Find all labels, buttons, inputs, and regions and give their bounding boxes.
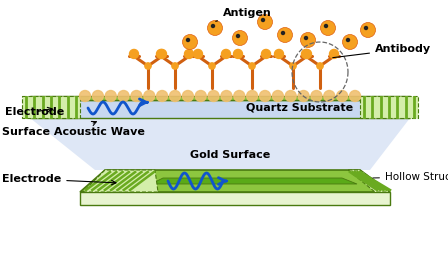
Circle shape — [324, 91, 335, 101]
Circle shape — [207, 20, 223, 36]
Circle shape — [329, 50, 339, 59]
Text: Antigen: Antigen — [215, 8, 272, 21]
Circle shape — [290, 63, 296, 69]
Circle shape — [346, 38, 349, 42]
Text: Surface Acoustic Wave: Surface Acoustic Wave — [2, 122, 145, 137]
Circle shape — [211, 25, 215, 28]
Circle shape — [298, 91, 309, 101]
Circle shape — [249, 63, 255, 69]
Circle shape — [92, 91, 103, 101]
Polygon shape — [151, 178, 357, 184]
Circle shape — [311, 91, 322, 101]
Circle shape — [221, 91, 232, 101]
Polygon shape — [30, 100, 410, 118]
Circle shape — [277, 28, 293, 43]
Circle shape — [361, 22, 375, 37]
Circle shape — [301, 33, 315, 47]
Polygon shape — [83, 170, 158, 192]
Circle shape — [208, 91, 219, 101]
Circle shape — [281, 31, 284, 35]
Circle shape — [234, 91, 245, 101]
Circle shape — [259, 91, 271, 101]
Circle shape — [209, 63, 215, 69]
Circle shape — [233, 50, 242, 59]
Circle shape — [349, 91, 361, 101]
Text: Antibody: Antibody — [333, 44, 431, 58]
Circle shape — [237, 35, 240, 37]
Circle shape — [285, 91, 296, 101]
Polygon shape — [30, 118, 410, 170]
Text: Gold Surface: Gold Surface — [190, 150, 270, 160]
Circle shape — [172, 63, 178, 69]
Circle shape — [247, 91, 258, 101]
Circle shape — [144, 91, 155, 101]
Text: Hollow Structure: Hollow Structure — [373, 172, 448, 182]
Circle shape — [233, 30, 247, 45]
Circle shape — [272, 91, 283, 101]
Circle shape — [182, 35, 198, 50]
Circle shape — [194, 50, 202, 59]
Text: Electrode: Electrode — [5, 107, 64, 117]
Circle shape — [79, 91, 90, 101]
Circle shape — [185, 50, 194, 59]
FancyBboxPatch shape — [360, 96, 418, 118]
Circle shape — [302, 50, 311, 59]
Circle shape — [275, 50, 284, 59]
Circle shape — [320, 20, 336, 36]
Circle shape — [182, 91, 194, 101]
Circle shape — [262, 19, 264, 21]
Circle shape — [131, 91, 142, 101]
Circle shape — [317, 63, 323, 69]
Circle shape — [262, 50, 271, 59]
Circle shape — [221, 50, 231, 59]
Circle shape — [118, 91, 129, 101]
Circle shape — [156, 50, 165, 59]
Circle shape — [158, 50, 167, 59]
Circle shape — [258, 14, 272, 29]
Circle shape — [186, 38, 190, 42]
Circle shape — [169, 91, 181, 101]
FancyBboxPatch shape — [22, 96, 80, 118]
Text: Quartz Substrate: Quartz Substrate — [246, 103, 353, 113]
Circle shape — [336, 91, 348, 101]
Polygon shape — [30, 96, 410, 100]
Circle shape — [324, 25, 327, 28]
Circle shape — [145, 63, 151, 69]
Circle shape — [105, 91, 116, 101]
Circle shape — [129, 50, 138, 59]
Polygon shape — [80, 192, 390, 205]
Circle shape — [302, 50, 310, 59]
Circle shape — [343, 35, 358, 50]
Circle shape — [365, 27, 367, 29]
Circle shape — [305, 36, 307, 39]
Polygon shape — [348, 170, 390, 192]
Polygon shape — [80, 170, 390, 192]
Circle shape — [195, 91, 206, 101]
Text: Electrode: Electrode — [2, 174, 116, 185]
Circle shape — [157, 91, 168, 101]
